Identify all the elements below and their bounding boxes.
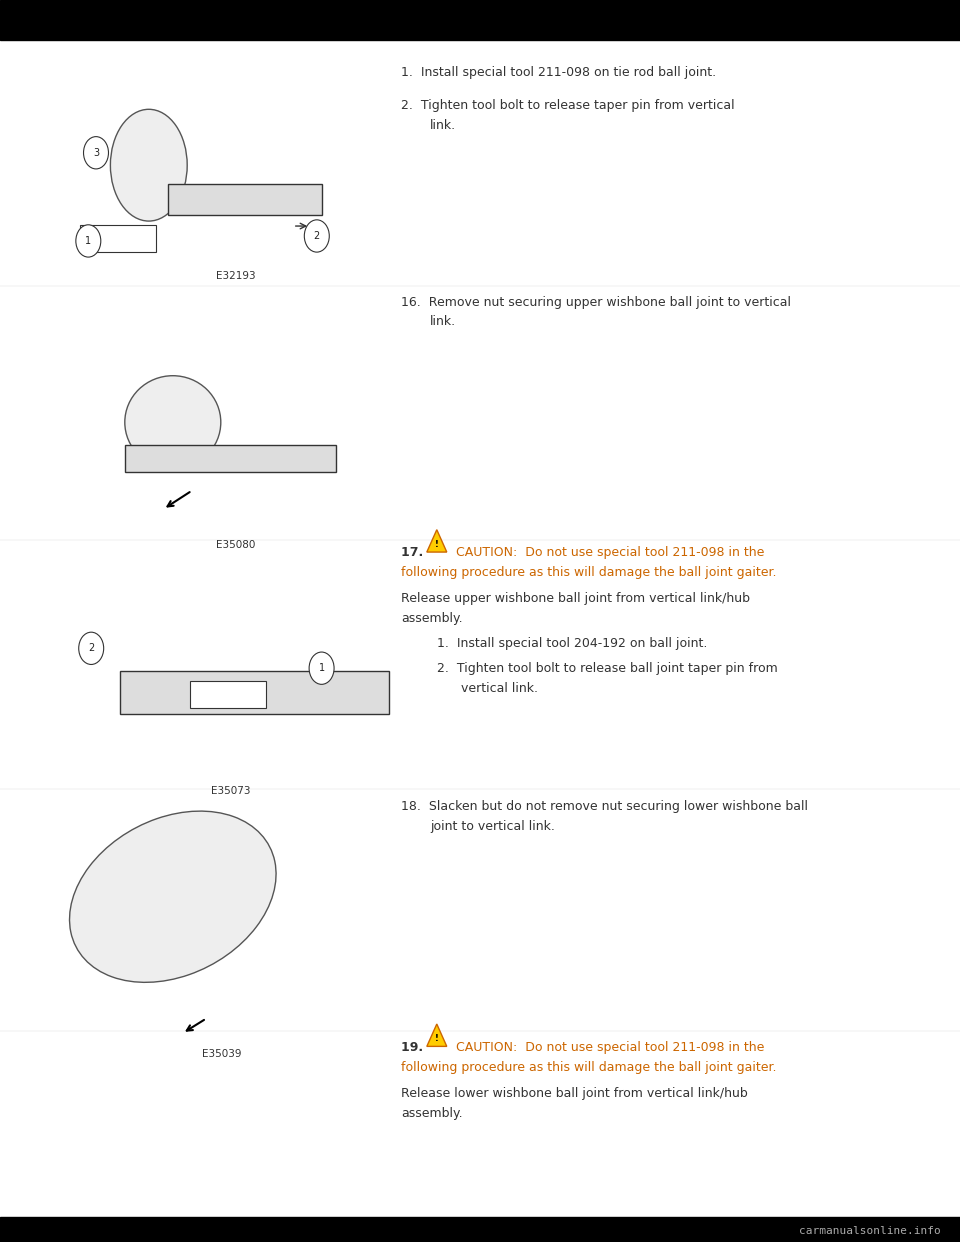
- Text: 19.: 19.: [401, 1041, 428, 1053]
- Bar: [0, 1217, 960, 1242]
- Text: following procedure as this will damage the ball joint gaiter.: following procedure as this will damage …: [401, 566, 777, 579]
- Circle shape: [84, 137, 108, 169]
- FancyBboxPatch shape: [80, 225, 156, 252]
- Ellipse shape: [69, 811, 276, 982]
- Text: joint to vertical link.: joint to vertical link.: [430, 820, 555, 832]
- Text: 204-192: 204-192: [206, 689, 250, 699]
- Circle shape: [79, 632, 104, 664]
- Text: Release upper wishbone ball joint from vertical link/hub: Release upper wishbone ball joint from v…: [401, 592, 751, 605]
- Text: vertical link.: vertical link.: [461, 682, 538, 694]
- Text: 2: 2: [314, 231, 320, 241]
- Text: 211-098: 211-098: [96, 233, 139, 243]
- Text: 1: 1: [319, 663, 324, 673]
- Text: 18.  Slacken but do not remove nut securing lower wishbone ball: 18. Slacken but do not remove nut securi…: [401, 800, 808, 812]
- Text: 1: 1: [85, 236, 91, 246]
- FancyBboxPatch shape: [168, 184, 322, 215]
- Text: CAUTION:  Do not use special tool 211-098 in the: CAUTION: Do not use special tool 211-098…: [456, 1041, 764, 1053]
- Text: 2: 2: [88, 643, 94, 653]
- Text: Release lower wishbone ball joint from vertical link/hub: Release lower wishbone ball joint from v…: [401, 1087, 748, 1099]
- Text: !: !: [435, 540, 439, 549]
- Text: 2.  Tighten tool bolt to release taper pin from vertical: 2. Tighten tool bolt to release taper pi…: [401, 99, 735, 112]
- Text: E35073: E35073: [211, 786, 251, 796]
- Text: CAUTION:  Do not use special tool 211-098 in the: CAUTION: Do not use special tool 211-098…: [456, 546, 764, 559]
- Bar: [0, 0, 960, 40]
- Text: link.: link.: [430, 119, 456, 132]
- Text: link.: link.: [430, 315, 456, 328]
- Text: E35039: E35039: [202, 1049, 241, 1059]
- Text: assembly.: assembly.: [401, 612, 463, 625]
- Text: 1.  Install special tool 211-098 on tie rod ball joint.: 1. Install special tool 211-098 on tie r…: [401, 66, 716, 78]
- Circle shape: [76, 225, 101, 257]
- Text: assembly.: assembly.: [401, 1107, 463, 1119]
- Circle shape: [304, 220, 329, 252]
- Text: 16.  Remove nut securing upper wishbone ball joint to vertical: 16. Remove nut securing upper wishbone b…: [401, 296, 791, 308]
- Text: 1.  Install special tool 204-192 on ball joint.: 1. Install special tool 204-192 on ball …: [437, 637, 708, 650]
- Text: E35080: E35080: [216, 540, 255, 550]
- FancyBboxPatch shape: [190, 681, 266, 708]
- Text: 17.: 17.: [401, 546, 428, 559]
- FancyBboxPatch shape: [120, 671, 389, 714]
- FancyBboxPatch shape: [125, 445, 336, 472]
- Ellipse shape: [110, 109, 187, 221]
- Text: 2.  Tighten tool bolt to release ball joint taper pin from: 2. Tighten tool bolt to release ball joi…: [437, 662, 778, 674]
- Text: carmanualsonline.info: carmanualsonline.info: [799, 1226, 941, 1236]
- Text: E32193: E32193: [216, 271, 255, 281]
- Text: 3: 3: [93, 148, 99, 158]
- Ellipse shape: [125, 375, 221, 469]
- Circle shape: [309, 652, 334, 684]
- Text: following procedure as this will damage the ball joint gaiter.: following procedure as this will damage …: [401, 1061, 777, 1073]
- Text: !: !: [435, 1035, 439, 1043]
